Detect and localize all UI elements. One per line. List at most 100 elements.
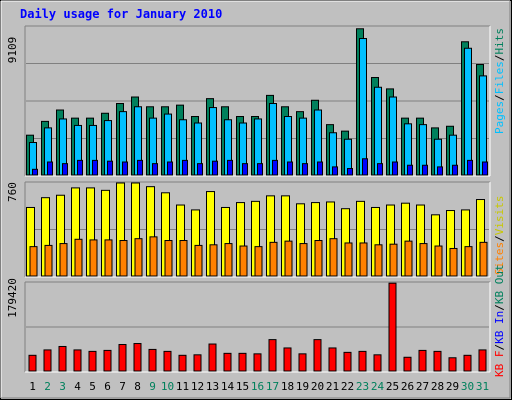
- day-label: 19: [296, 380, 309, 393]
- sites-bar: [389, 243, 398, 277]
- legend-files: Files: [493, 61, 506, 94]
- legend-slash: /: [493, 55, 506, 62]
- sites-bar: [179, 240, 188, 277]
- day-label: 20: [311, 380, 324, 393]
- sites-bar: [479, 241, 488, 277]
- sites-bar: [449, 247, 458, 277]
- kb-f-bar: [283, 347, 292, 372]
- visits-sites-panel: [24, 181, 491, 278]
- pages-bar: [347, 168, 353, 176]
- legend-kbin: KB In: [493, 311, 506, 344]
- pages-bar: [92, 159, 98, 176]
- pages-bar: [392, 161, 398, 176]
- panel1-ymax-label: 9109: [6, 37, 19, 64]
- pages-bar: [287, 161, 293, 176]
- pages-bar: [482, 161, 488, 176]
- files-bar: [374, 86, 382, 176]
- kb-f-bar: [403, 356, 412, 372]
- pages-bar: [77, 159, 83, 176]
- panel2-ymax-label: 760: [6, 182, 19, 202]
- day-labels: 1 2 3 4 5 6 7 8 9 10 11 12 13 14 15 16 17 18 19 20 21 22 23 24 2…: [29, 380, 489, 393]
- legend-kbf: KB F: [493, 351, 506, 378]
- day-label: 28: [431, 380, 444, 393]
- pages-bar: [437, 166, 443, 176]
- kb-f-bar: [193, 354, 202, 372]
- day-label: 10: [161, 380, 174, 393]
- day-label: 2: [44, 380, 51, 393]
- pages-bar: [152, 163, 158, 176]
- legend-slash: /: [493, 304, 506, 311]
- kb-f-bar: [358, 350, 367, 372]
- day-label: 4: [74, 380, 81, 393]
- day-label: 15: [236, 380, 249, 393]
- pages-bar: [302, 163, 308, 176]
- kb-f-bar: [343, 351, 352, 372]
- kbytes-panel: [24, 281, 491, 373]
- day-label: 22: [341, 380, 354, 393]
- pages-bar: [32, 168, 38, 176]
- day-label: 1: [29, 380, 36, 393]
- kb-f-bar: [118, 344, 127, 372]
- legend-sites: Sites: [493, 242, 506, 275]
- kb-f-bar: [178, 354, 187, 372]
- pages-bar: [62, 163, 68, 176]
- kb-f-bar: [223, 352, 232, 372]
- files-bar: [359, 38, 367, 176]
- sites-bar: [59, 243, 68, 277]
- day-label: 11: [176, 380, 189, 393]
- sites-bar: [194, 244, 203, 277]
- sites-bar: [314, 240, 323, 277]
- day-label: 18: [281, 380, 294, 393]
- kb-f-bar: [163, 350, 172, 372]
- day-label: 14: [221, 380, 235, 393]
- day-label: 17: [266, 380, 279, 393]
- pages-bar: [452, 164, 458, 176]
- sites-bar: [239, 245, 248, 277]
- pages-bar: [467, 159, 473, 176]
- pages-bar: [107, 160, 113, 176]
- day-label: 31: [476, 380, 489, 393]
- day-label: 5: [89, 380, 96, 393]
- day-label: 9: [149, 380, 156, 393]
- kb-f-bar: [208, 343, 217, 372]
- kb-f-bar: [478, 349, 487, 372]
- pages-bar: [122, 161, 128, 176]
- files-bar: [464, 47, 472, 176]
- sites-bar: [269, 241, 278, 277]
- day-label: 6: [104, 380, 111, 393]
- day-label: 12: [191, 380, 204, 393]
- kb-f-bar: [463, 354, 472, 372]
- hits-files-pages-panel: [24, 25, 491, 177]
- legend-kbout: KB Out: [493, 264, 506, 304]
- kb-f-bar: [328, 347, 337, 372]
- kb-f-bar: [73, 349, 82, 372]
- pages-bar: [137, 159, 143, 176]
- sites-bar: [299, 243, 308, 277]
- kb-f-bar: [238, 352, 247, 372]
- legend-visits: Visits: [493, 196, 506, 236]
- legend-slash: /: [493, 94, 506, 101]
- day-label: 30: [461, 380, 474, 393]
- day-label: 23: [356, 380, 369, 393]
- pages-bar: [182, 159, 188, 176]
- sites-bar: [44, 244, 53, 277]
- pages-bar: [47, 161, 53, 176]
- kb-f-bar: [298, 353, 307, 372]
- panel3-ymax-label: 179420: [6, 278, 19, 318]
- day-label: 29: [446, 380, 459, 393]
- day-label: 7: [119, 380, 126, 393]
- pages-bar: [422, 164, 428, 176]
- pages-bar: [242, 163, 248, 176]
- sites-bar: [464, 246, 473, 277]
- pages-bar: [377, 163, 383, 176]
- legend-hits: Hits: [493, 28, 506, 55]
- legend-panel2: Sites/Visits: [493, 196, 506, 276]
- day-label: 27: [416, 380, 429, 393]
- day-label: 21: [326, 380, 339, 393]
- sites-bar: [359, 242, 368, 277]
- sites-bar: [404, 240, 413, 277]
- pages-bar: [212, 160, 218, 176]
- day-label: 24: [371, 380, 385, 393]
- legend-slash: /: [493, 235, 506, 242]
- day-label: 25: [386, 380, 399, 393]
